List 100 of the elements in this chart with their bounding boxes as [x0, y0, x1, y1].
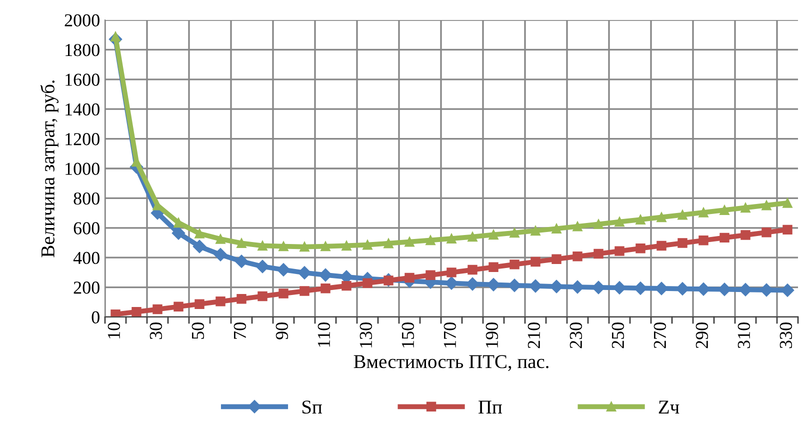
point — [278, 241, 288, 252]
point — [192, 240, 206, 254]
point — [656, 212, 666, 222]
point — [636, 244, 646, 254]
point — [592, 280, 606, 294]
point — [594, 248, 604, 259]
point — [698, 208, 708, 218]
point — [614, 216, 624, 227]
point — [444, 276, 458, 290]
point — [656, 240, 666, 251]
point — [132, 306, 142, 317]
point — [550, 280, 564, 294]
point — [510, 228, 520, 238]
point — [278, 288, 288, 298]
x-tick-label: 270 — [654, 322, 666, 348]
point — [426, 270, 436, 280]
point — [174, 218, 184, 228]
point — [654, 282, 668, 296]
x-tick-label: 190 — [486, 322, 498, 348]
x-tick-label: 70 — [234, 322, 246, 339]
point — [298, 266, 312, 280]
point — [468, 232, 478, 242]
point — [404, 272, 414, 283]
point — [362, 240, 372, 250]
point — [678, 238, 688, 248]
point — [236, 294, 246, 304]
x-tick-label: 50 — [192, 322, 204, 339]
point — [486, 278, 500, 292]
point — [446, 234, 456, 244]
point — [636, 214, 646, 224]
point — [342, 240, 352, 251]
y-tick-label: 2000 — [64, 14, 100, 26]
point — [570, 280, 584, 294]
point — [614, 246, 624, 256]
point — [194, 299, 204, 309]
point — [172, 226, 186, 240]
point — [300, 286, 310, 296]
x-tick-label: 230 — [570, 322, 582, 348]
point — [300, 242, 310, 252]
point — [152, 304, 162, 314]
y-tick-label: 1800 — [66, 44, 100, 56]
point — [256, 260, 270, 274]
point — [762, 227, 772, 238]
point — [762, 200, 772, 210]
point — [258, 240, 268, 251]
point — [110, 309, 120, 317]
point — [552, 224, 562, 234]
x-tick-label: 210 — [528, 322, 540, 348]
point — [594, 219, 604, 230]
legend-label: Zч — [658, 400, 680, 414]
point — [318, 268, 332, 282]
point — [216, 234, 226, 244]
legend-label: Пп — [478, 400, 502, 414]
point — [740, 202, 750, 213]
point — [426, 235, 436, 246]
point — [572, 222, 582, 232]
point — [698, 236, 708, 246]
point — [174, 302, 184, 312]
point — [362, 278, 372, 288]
point — [446, 268, 456, 278]
point — [510, 260, 520, 270]
y-tick-label: 800 — [74, 192, 100, 205]
point — [720, 232, 730, 243]
point — [236, 238, 246, 248]
x-tick-label: 130 — [360, 322, 372, 348]
x-tick-label: 30 — [150, 322, 162, 340]
point — [720, 205, 730, 215]
point — [740, 230, 750, 240]
x-tick-label: 170 — [444, 322, 456, 348]
point — [782, 224, 792, 235]
point — [258, 291, 268, 302]
point — [404, 236, 414, 247]
point — [530, 226, 540, 236]
y-tick-label: 400 — [73, 252, 100, 264]
y-tick-label: 0 — [92, 311, 100, 324]
point — [194, 228, 204, 238]
point — [552, 254, 562, 264]
point — [214, 248, 228, 262]
y-tick-label: 600 — [74, 222, 100, 234]
point — [234, 254, 248, 268]
point — [572, 252, 582, 262]
x-tick-label: 290 — [696, 322, 708, 348]
point — [782, 198, 792, 208]
x-tick-label: 250 — [612, 322, 624, 348]
y-axis-title: Величина затрат, руб. — [40, 80, 58, 258]
y-tick-label: 1000 — [66, 162, 100, 175]
legend-label: Sп — [302, 400, 322, 414]
y-tick-label: 1200 — [66, 133, 100, 146]
point — [718, 282, 732, 296]
x-tick-label: 150 — [402, 322, 414, 348]
point — [488, 230, 498, 240]
y-tick-label: 200 — [74, 282, 100, 294]
point — [320, 241, 330, 252]
point — [528, 279, 542, 293]
point — [488, 262, 498, 272]
point — [320, 283, 330, 294]
y-tick-label: 1600 — [66, 74, 100, 86]
point — [468, 264, 478, 275]
point — [384, 238, 394, 248]
point — [530, 256, 540, 267]
